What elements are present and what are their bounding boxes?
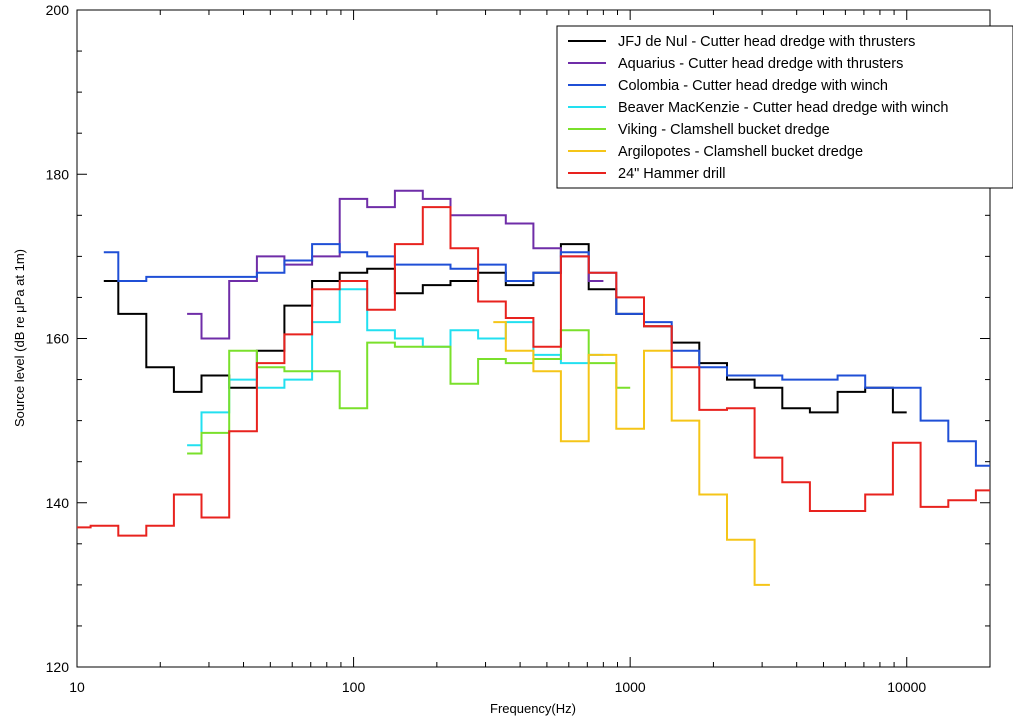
y-tick-label: 180: [46, 166, 70, 182]
y-tick-label: 120: [46, 659, 70, 675]
legend-box: [556, 25, 1013, 189]
y-tick-label: 200: [46, 2, 70, 18]
series-lines: [77, 189, 990, 586]
legend-label: Viking - Clamshell bucket dredge: [618, 122, 830, 138]
y-tick-label: 140: [46, 495, 70, 511]
legend-label: 24" Hammer drill: [618, 166, 725, 182]
y-tick-label: 160: [46, 331, 70, 347]
x-tick-label: 1000: [615, 679, 646, 695]
series-line-2: [187, 189, 604, 340]
series-line-7: [77, 206, 990, 537]
legend: JFJ de Nul - Cutter head dredge with thr…: [556, 25, 1013, 189]
x-tick-label: 100: [342, 679, 366, 695]
axis-ticks: 120 140 160 180 200 10 100 1000 10000: [46, 2, 991, 695]
x-tick-label: 10000: [887, 679, 926, 695]
legend-label: JFJ de Nul - Cutter head dredge with thr…: [618, 34, 915, 50]
x-axis-title: Frequency(Hz): [490, 701, 576, 716]
x-tick-label: 10: [69, 679, 85, 695]
legend-label: Colombia - Cutter head dredge with winch: [618, 78, 888, 94]
legend-label: Beaver MacKenzie - Cutter head dredge wi…: [618, 100, 948, 116]
legend-label: Argilopotes - Clamshell bucket dredge: [618, 144, 863, 160]
series-line-6: [493, 321, 770, 586]
y-axis-title: Source level (dB re μPa at 1m): [12, 249, 27, 427]
legend-label: Aquarius - Cutter head dredge with thrus…: [618, 56, 903, 72]
